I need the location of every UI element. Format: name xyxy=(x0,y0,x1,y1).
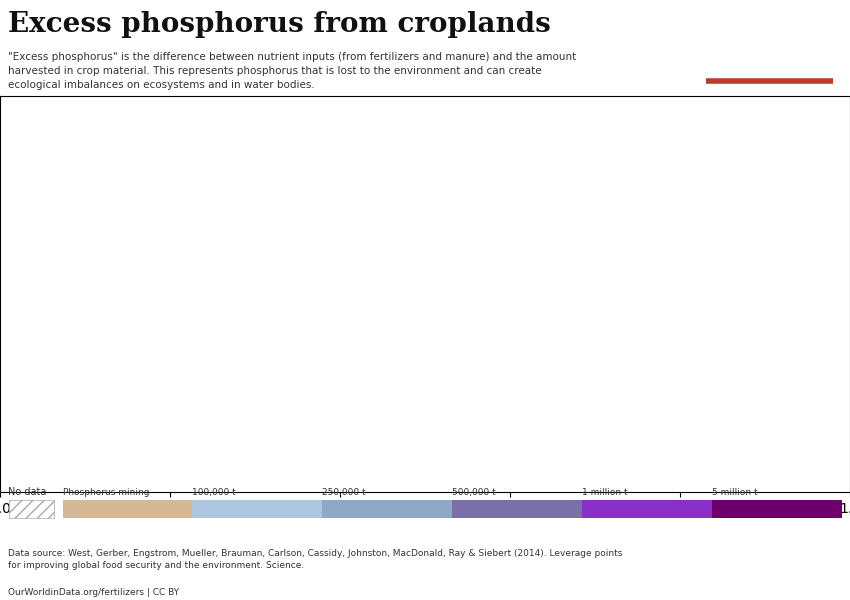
Text: Phosphorus mining: Phosphorus mining xyxy=(63,488,149,497)
Text: 500,000 t: 500,000 t xyxy=(452,488,496,497)
Text: 1 million t: 1 million t xyxy=(582,488,627,497)
FancyBboxPatch shape xyxy=(63,499,192,518)
FancyBboxPatch shape xyxy=(582,499,711,518)
FancyBboxPatch shape xyxy=(322,499,452,518)
Text: "Excess phosphorus" is the difference between nutrient inputs (from fertilizers : "Excess phosphorus" is the difference be… xyxy=(8,52,577,90)
Text: 5 million t: 5 million t xyxy=(711,488,757,497)
Text: Excess phosphorus from croplands: Excess phosphorus from croplands xyxy=(8,11,552,38)
Text: OurWorldinData.org/fertilizers | CC BY: OurWorldinData.org/fertilizers | CC BY xyxy=(8,588,179,597)
Text: 100,000 t: 100,000 t xyxy=(192,488,236,497)
Text: No data: No data xyxy=(8,487,47,497)
FancyBboxPatch shape xyxy=(192,499,322,518)
FancyBboxPatch shape xyxy=(8,499,54,518)
Text: in Data: in Data xyxy=(744,44,795,58)
FancyBboxPatch shape xyxy=(711,499,842,518)
Text: Our World: Our World xyxy=(734,25,805,38)
Text: Data source: West, Gerber, Engstrom, Mueller, Brauman, Carlson, Cassidy, Johnsto: Data source: West, Gerber, Engstrom, Mue… xyxy=(8,549,623,570)
Text: 250,000 t: 250,000 t xyxy=(322,488,366,497)
FancyBboxPatch shape xyxy=(452,499,582,518)
